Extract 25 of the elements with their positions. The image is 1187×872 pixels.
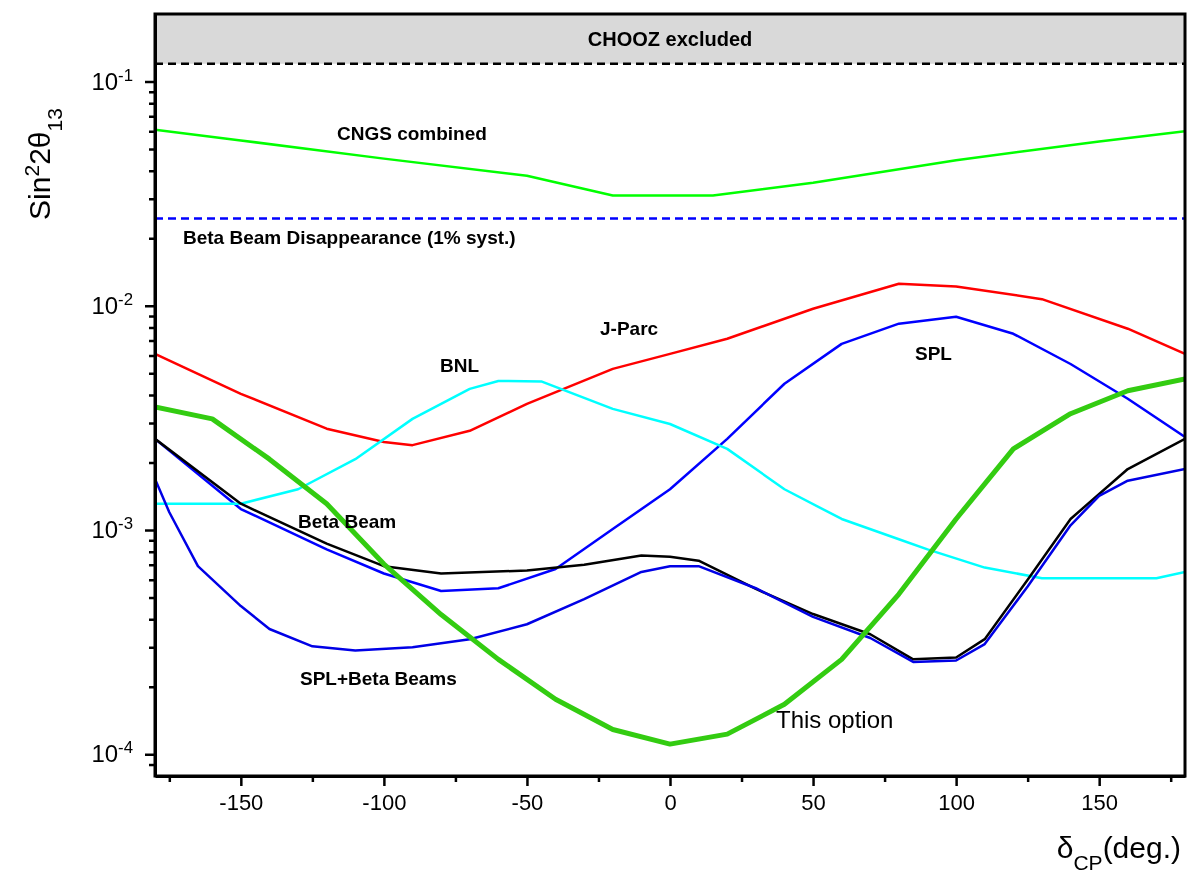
annotation: J-Parc bbox=[600, 318, 659, 339]
line-series bbox=[155, 128, 1185, 197]
line-series bbox=[155, 282, 1185, 447]
x-tick-label: -150 bbox=[219, 789, 264, 815]
x-tick-label: -50 bbox=[511, 789, 544, 815]
annotation: Beta Beam bbox=[298, 511, 397, 532]
annotation: This option bbox=[776, 706, 894, 733]
x-tick-label: -100 bbox=[362, 789, 407, 815]
y-tick-label: 10$^{-3}$ bbox=[91, 513, 133, 544]
y-tick-label: 10$^{-4}$ bbox=[91, 737, 133, 768]
x-tick-label: 150 bbox=[1081, 789, 1119, 815]
annotation: SPL bbox=[915, 343, 953, 364]
x-axis-title: δ$_{CP}$(deg.) bbox=[1056, 831, 1181, 872]
annotation: CNGS combined bbox=[337, 123, 487, 144]
line-series bbox=[155, 315, 1185, 593]
line-series bbox=[155, 379, 1185, 580]
y-tick-label: 10$^{-2}$ bbox=[91, 289, 133, 319]
y-tick-label: 10$^{-1}$ bbox=[91, 65, 133, 95]
annotation: BNL bbox=[440, 355, 480, 376]
x-tick-label: 100 bbox=[938, 789, 975, 815]
band-label: CHOOZ excluded bbox=[587, 27, 753, 50]
annotation: SPL+Beta Beams bbox=[300, 668, 457, 689]
x-tick-label: 50 bbox=[801, 789, 826, 815]
x-tick-label: 0 bbox=[664, 789, 677, 815]
ref-line-label: Beta Beam Disappearance (1% syst.) bbox=[183, 227, 516, 249]
